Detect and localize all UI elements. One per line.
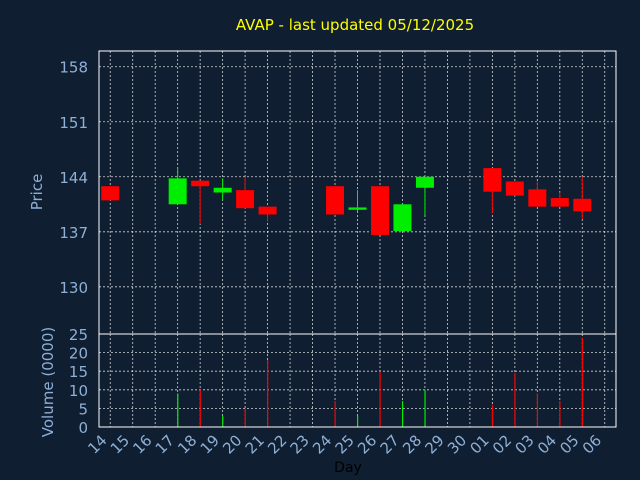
chart-title: AVAP - last updated 05/12/2025 <box>236 16 474 34</box>
candle-body <box>348 207 367 210</box>
volume-bar <box>401 400 404 427</box>
volume-grid <box>99 334 616 427</box>
candle-body <box>101 186 120 201</box>
volume-tick-label: 20 <box>69 345 88 363</box>
candle-body <box>191 180 210 187</box>
candle-body <box>528 189 547 207</box>
volume-bar <box>199 389 201 427</box>
volume-bar <box>267 360 269 427</box>
volume-bar <box>334 400 336 427</box>
volume-axis-label: Volume (0000) <box>39 327 57 437</box>
volume-tick-label: 5 <box>78 400 88 418</box>
candle-body <box>370 186 389 235</box>
volume-tick-label: 15 <box>69 363 88 381</box>
candle-body <box>505 181 524 196</box>
price-y-ticks: 130 137 144 151 158 <box>59 59 88 297</box>
volume-bar <box>424 389 426 427</box>
candles <box>101 167 592 235</box>
x-tick-labels: 1415161718192021222324252627282930010203… <box>84 431 605 457</box>
price-axis-label: Price <box>28 174 46 211</box>
price-tick-label: 130 <box>59 279 88 297</box>
volume-bar <box>514 373 516 427</box>
candle-body <box>573 198 592 212</box>
volume-frame <box>98 333 617 428</box>
volume-bar <box>379 371 381 427</box>
price-tick-label: 137 <box>59 224 88 242</box>
price-tick-label: 158 <box>59 59 88 77</box>
volume-bar <box>536 393 539 427</box>
volume-bar <box>491 404 494 427</box>
candle-body <box>483 168 502 192</box>
volume-bar <box>581 337 583 427</box>
volume-bar <box>357 415 359 427</box>
candle-body <box>213 187 232 193</box>
candle-body <box>415 176 434 188</box>
volume-bar <box>177 393 179 427</box>
volume-tick-label: 0 <box>78 419 88 437</box>
volume-tick-label: 10 <box>69 382 88 400</box>
x-tick-label: 06 <box>579 431 605 457</box>
price-tick-label: 151 <box>59 114 88 132</box>
volume-bar <box>222 415 224 427</box>
price-panel: 130 137 144 151 158 Price <box>28 50 617 335</box>
volume-bar <box>559 400 561 427</box>
candle-body <box>326 186 345 215</box>
volume-bars <box>177 337 583 427</box>
candle-body <box>550 198 569 207</box>
volume-tick-label: 25 <box>69 326 88 344</box>
x-axis-label: Day <box>334 460 362 476</box>
candle-body <box>236 190 255 209</box>
candle-body <box>393 204 412 232</box>
volume-bar <box>244 408 246 427</box>
candle-body <box>168 178 187 205</box>
price-tick-label: 144 <box>59 169 88 187</box>
candle-body <box>258 206 277 215</box>
